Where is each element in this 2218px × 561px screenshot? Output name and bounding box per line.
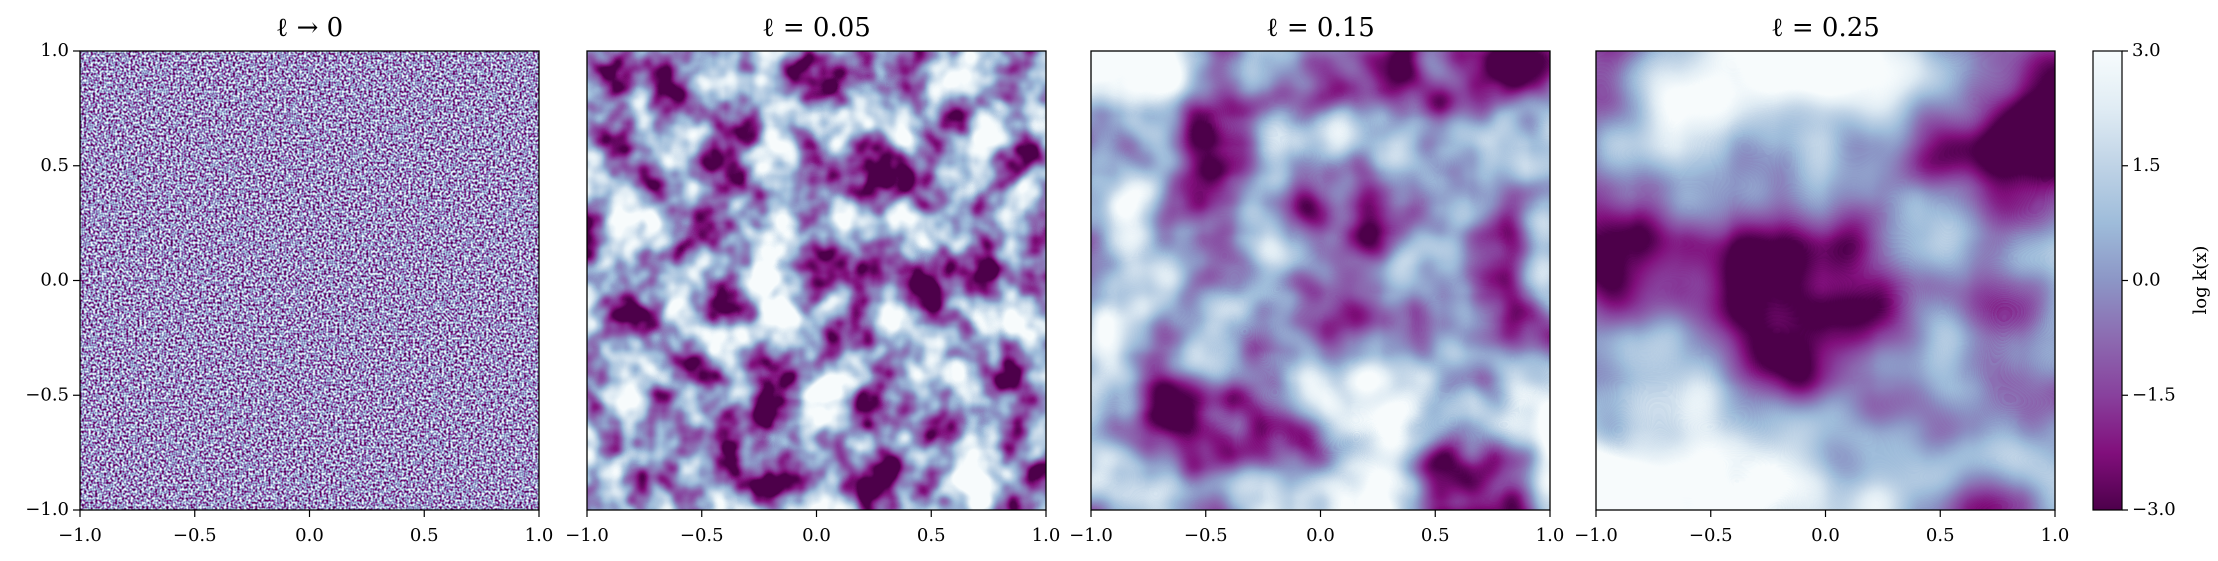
field	[1091, 51, 1550, 510]
panel-title: ℓ → 0	[276, 13, 343, 43]
panel-title: ℓ = 0.05	[762, 13, 871, 43]
x-tick-label: 0.0	[802, 525, 831, 546]
panel-title: ℓ = 0.15	[1266, 13, 1375, 43]
x-tick-label: 0.0	[1811, 525, 1840, 546]
x-tick-label: 1.0	[525, 525, 554, 546]
colorbar-label: log k(x)	[2190, 246, 2211, 315]
x-tick-label: 0.0	[295, 525, 324, 546]
colorbar-tick-label: 1.5	[2132, 155, 2161, 176]
y-tick-label: 0.5	[40, 155, 69, 176]
x-tick-label: −1.0	[1069, 525, 1113, 546]
x-tick-label: 0.5	[917, 525, 946, 546]
y-tick-label: 0.0	[40, 270, 69, 291]
colorbar-tick-label: 3.0	[2132, 40, 2161, 61]
x-tick-label: −1.0	[1574, 525, 1618, 546]
x-tick-label: 0.0	[1306, 525, 1335, 546]
x-tick-label: 1.0	[2041, 525, 2070, 546]
x-tick-label: −1.0	[565, 525, 609, 546]
colorbar-tick-label: 0.0	[2132, 270, 2161, 291]
x-tick-label: −1.0	[58, 525, 102, 546]
y-tick-label: −0.5	[25, 384, 69, 405]
x-tick-label: 0.5	[1926, 525, 1955, 546]
colorbar-tick-label: −3.0	[2132, 499, 2176, 520]
colorbar-tick-label: −1.5	[2132, 384, 2176, 405]
x-tick-label: 1.0	[1536, 525, 1565, 546]
field	[80, 51, 539, 510]
field	[587, 51, 1046, 510]
x-tick-label: 0.5	[1421, 525, 1450, 546]
y-tick-label: 1.0	[40, 40, 69, 61]
x-tick-label: −0.5	[1689, 525, 1733, 546]
x-tick-label: −0.5	[680, 525, 724, 546]
colorbar	[2092, 50, 2123, 511]
x-tick-label: 0.5	[410, 525, 439, 546]
panel-title: ℓ = 0.25	[1771, 13, 1880, 43]
y-tick-label: −1.0	[25, 499, 69, 520]
x-tick-label: −0.5	[173, 525, 217, 546]
field	[1596, 51, 2055, 510]
x-tick-label: 1.0	[1032, 525, 1061, 546]
x-tick-label: −0.5	[1184, 525, 1228, 546]
